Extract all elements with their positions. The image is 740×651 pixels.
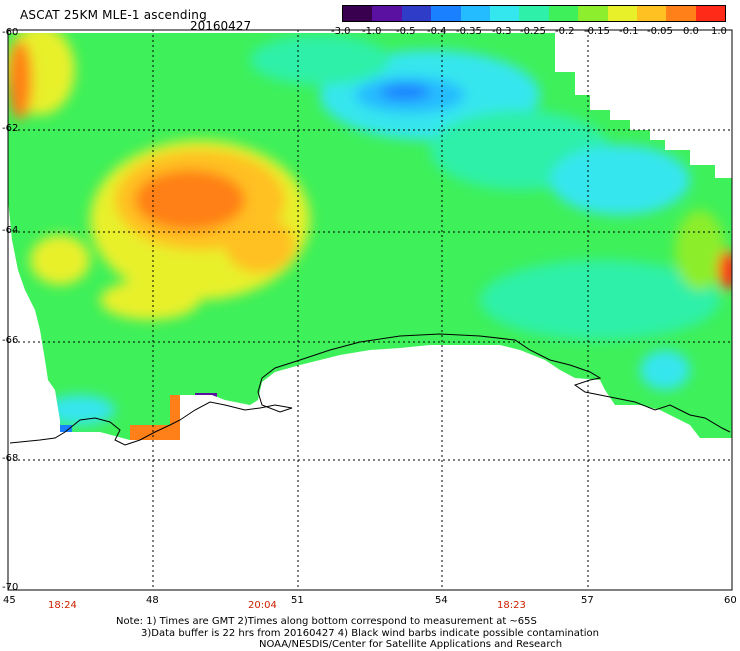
- pass-time: 20:04: [248, 600, 277, 611]
- note-line-2: 3)Data buffer is 22 hrs from 20160427 4)…: [141, 628, 599, 639]
- chart-date: 20160427: [190, 19, 252, 33]
- x-axis-label: 51: [291, 595, 304, 606]
- x-axis-label: 60: [724, 595, 737, 606]
- y-axis-label: -70: [2, 582, 19, 593]
- colorbar-segment: [401, 6, 432, 21]
- colorbar-tick: -0.05: [647, 26, 673, 37]
- wind-data-field: [8, 33, 732, 440]
- colorbar-tick: -3.0: [331, 26, 351, 37]
- grid-lines: [8, 30, 732, 590]
- colorbar: [342, 5, 726, 22]
- y-axis-label: -66: [2, 335, 19, 346]
- y-axis-label: -60: [2, 27, 19, 38]
- pass-time: 18:23: [497, 600, 526, 611]
- colorbar-tick: -0.25: [520, 26, 546, 37]
- colorbar-segment: [489, 6, 520, 21]
- y-axis-label: -64: [2, 225, 19, 236]
- x-axis-label: 54: [435, 595, 448, 606]
- colorbar-tick: -0.15: [584, 26, 610, 37]
- map-frame: [7, 29, 733, 591]
- colorbar-segment: [607, 6, 637, 21]
- colorbar-segment: [343, 6, 373, 21]
- colorbar-segment: [460, 6, 490, 21]
- x-axis-label: 57: [581, 595, 594, 606]
- coastline: [9, 333, 731, 446]
- colorbar-segment: [636, 6, 667, 21]
- colorbar-tick: -0.5: [396, 26, 416, 37]
- colorbar-segment: [548, 6, 579, 21]
- colorbar-segment: [666, 6, 696, 21]
- colorbar-tick: 0.0: [683, 26, 699, 37]
- colorbar-tick: -1.0: [362, 26, 382, 37]
- colorbar-tick: -0.1: [619, 26, 639, 37]
- colorbar-tick: 1.0: [711, 26, 727, 37]
- note-line-1: Note: 1) Times are GMT 2)Times along bot…: [116, 616, 537, 627]
- colorbar-segment: [695, 6, 726, 21]
- x-axis-label: 48: [146, 595, 159, 606]
- colorbar-segment: [431, 6, 461, 21]
- colorbar-tick: -0.4: [427, 26, 447, 37]
- y-axis-label: -68: [2, 453, 19, 464]
- colorbar-tick: -0.2: [555, 26, 575, 37]
- x-axis-label: 45: [3, 595, 16, 606]
- colorbar-segment: [519, 6, 549, 21]
- pass-time: 18:24: [48, 600, 77, 611]
- y-axis-label: -62: [2, 123, 19, 134]
- colorbar-tick: -0.3: [492, 26, 512, 37]
- colorbar-segment: [372, 6, 402, 21]
- colorbar-tick: -0.35: [456, 26, 482, 37]
- note-line-3: NOAA/NESDIS/Center for Satellite Applica…: [259, 639, 563, 650]
- colorbar-segment: [578, 6, 608, 21]
- chart-title: ASCAT 25KM MLE-1 ascending: [20, 8, 207, 22]
